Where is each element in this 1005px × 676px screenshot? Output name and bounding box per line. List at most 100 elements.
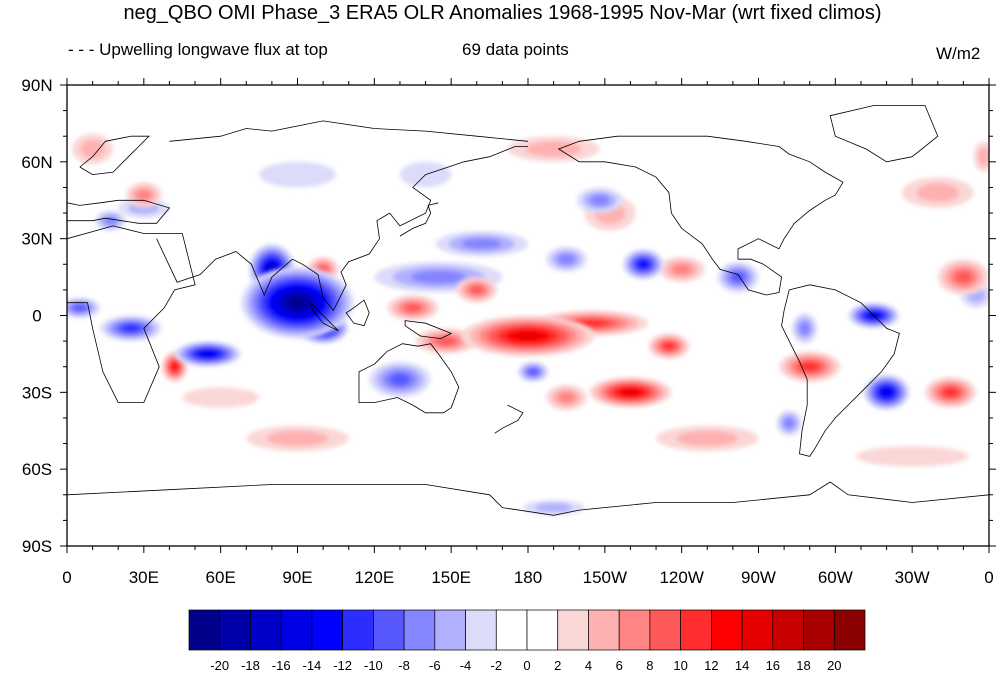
anomaly-contour <box>882 388 892 396</box>
colorbar-box <box>373 609 405 651</box>
colorbar-box <box>526 609 559 651</box>
anomaly-region <box>658 256 705 283</box>
anomaly-contour <box>389 373 411 386</box>
anomaly-contour <box>855 446 969 467</box>
anomaly-region <box>182 387 260 408</box>
anomaly-region <box>125 182 162 208</box>
colorbar-box <box>803 609 835 651</box>
colorbar-box <box>250 609 282 651</box>
colorbar-label: 10 <box>673 658 687 673</box>
colorbar-box <box>557 609 589 651</box>
coastline-europe <box>67 199 171 224</box>
anomaly-contour <box>182 387 260 408</box>
x-tick-label: 60W <box>818 568 853 587</box>
coastline-south-america <box>781 284 900 457</box>
colorbar-box <box>403 609 436 651</box>
anomaly-region <box>241 266 354 339</box>
anomaly-region <box>848 302 900 329</box>
y-tick-label: 90S <box>22 537 52 556</box>
anomaly-contour <box>535 503 572 513</box>
colorbar-box <box>280 609 313 651</box>
anomaly-contour <box>80 139 105 159</box>
x-tick-label: 0 <box>62 568 71 587</box>
colorbar-box <box>588 609 620 651</box>
anomaly-region <box>246 425 349 452</box>
anomaly-contour <box>136 189 152 201</box>
colorbar-box <box>741 609 774 651</box>
anomaly-field <box>67 133 989 516</box>
coastline-antarctica <box>67 481 989 516</box>
colorbar-label: -8 <box>398 658 410 673</box>
anomaly-contour <box>103 216 118 226</box>
coastline-japan <box>399 202 439 237</box>
anomaly-region <box>656 425 759 452</box>
anomaly-region <box>517 361 549 382</box>
anomaly-region <box>100 315 162 342</box>
colorbar-box <box>711 609 743 651</box>
colorbar-label: -14 <box>303 658 322 673</box>
anomaly-contour <box>977 147 989 166</box>
x-tick-label: 150W <box>583 568 627 587</box>
colorbar-box <box>649 609 681 651</box>
anomaly-contour <box>943 388 958 397</box>
colorbar-box <box>495 609 528 651</box>
anomaly-region <box>545 246 587 272</box>
colorbar-label: 16 <box>766 658 780 673</box>
anomaly-region <box>461 315 595 357</box>
coastline-arctic-asia <box>169 120 529 142</box>
anomaly-contour <box>589 194 610 206</box>
units-label: W/m2 <box>936 44 981 63</box>
colorbar-label: 6 <box>616 658 623 673</box>
anomaly-region <box>776 410 802 436</box>
variable-subtitle: - - - Upwelling longwave flux at top <box>68 40 328 59</box>
anomaly-region <box>791 312 818 344</box>
colorbar: -20 -18 -16 -14 -12 -10 -8 -6 -4 -2 0 2 4 6 8 10 12 14 16 1… <box>188 609 866 673</box>
axis-labels: 0 30E 60E 90E 120E 150E 180 150W 120W 90W 60W 30W 09… <box>21 76 993 587</box>
coastline-africa <box>67 225 196 403</box>
data-count-subtitle: 69 data points <box>462 40 569 59</box>
anomaly-region <box>648 333 690 360</box>
colorbar-box <box>434 609 466 651</box>
colorbar-label: 4 <box>585 658 592 673</box>
y-tick-label: 60S <box>22 460 52 479</box>
anomaly-contour <box>525 141 582 157</box>
anomaly-region <box>545 384 587 411</box>
anomaly-contour <box>528 368 539 376</box>
anomaly-region <box>779 351 841 383</box>
anomaly-contour <box>259 161 336 188</box>
colorbar-box <box>219 609 251 651</box>
coastline-scandinavia <box>79 135 150 176</box>
anomaly-region <box>67 297 101 318</box>
x-tick-label: 0 <box>984 568 993 587</box>
anomaly-region <box>576 187 623 214</box>
anomaly-contour <box>801 362 819 371</box>
coastline-borneo <box>345 299 370 327</box>
anomaly-region <box>863 374 910 411</box>
colorbar-label: 8 <box>646 658 653 673</box>
y-tick-label: 0 <box>32 307 41 326</box>
y-tick-label: 90N <box>21 76 52 95</box>
coastline-north-america <box>557 135 844 296</box>
anomaly-contour <box>411 270 466 284</box>
coastline-sumatra <box>309 302 339 332</box>
anomaly-contour <box>676 430 738 447</box>
chart-title: neg_QBO OMI Phase_3 ERA5 OLR Anomalies 1… <box>123 2 882 24</box>
colorbar-label: 0 <box>523 658 530 673</box>
anomaly-contour <box>171 363 178 371</box>
coastline-south-asia <box>156 146 528 312</box>
x-tick-label: 120W <box>659 568 703 587</box>
anomaly-contour <box>470 285 484 295</box>
anomaly-contour <box>514 331 542 341</box>
coastline-new-guinea <box>404 320 453 340</box>
anomaly-region <box>589 376 672 408</box>
anomaly-contour <box>576 319 608 327</box>
colorbar-box <box>618 609 651 651</box>
colorbar-label: -2 <box>491 658 503 673</box>
colorbar-box <box>311 609 343 651</box>
coastline-new-zealand <box>494 404 524 434</box>
colorbar-box <box>772 609 804 651</box>
anomaly-contour <box>671 263 692 275</box>
x-tick-label: 180 <box>514 568 542 587</box>
anomaly-region <box>937 259 989 295</box>
